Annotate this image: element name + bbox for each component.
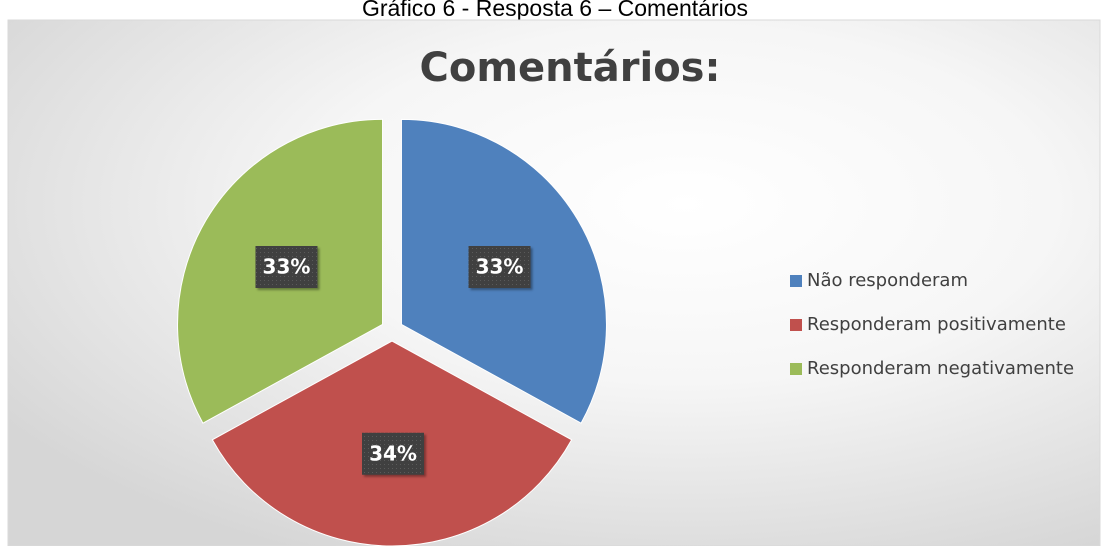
legend-swatch <box>790 275 802 287</box>
data-label-box <box>255 246 318 289</box>
data-label: 33% <box>263 255 311 279</box>
legend-label: Não responderam <box>807 270 968 291</box>
caption: Gráfico 6 - Resposta 6 – Comentários <box>362 0 748 21</box>
data-label-box <box>362 432 424 475</box>
data-label: 34% <box>369 441 417 465</box>
chart-title: Comentários: <box>420 45 721 91</box>
legend-swatch <box>790 319 802 331</box>
data-label-box <box>468 246 531 289</box>
data-label: 33% <box>476 255 524 279</box>
legend-label: Responderam positivamente <box>807 314 1066 335</box>
legend-swatch <box>790 363 802 375</box>
legend-label: Responderam negativamente <box>807 358 1074 379</box>
